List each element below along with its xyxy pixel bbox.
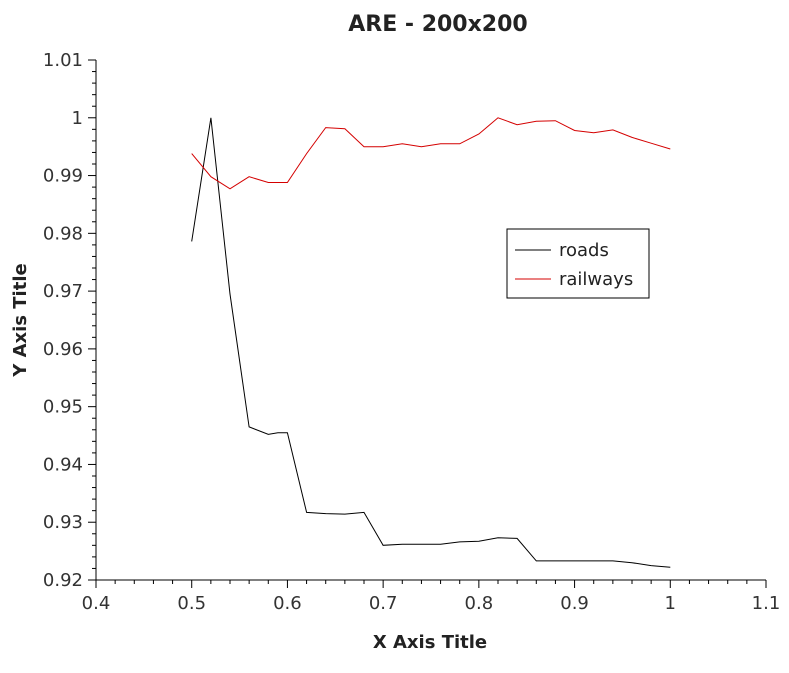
- axes: 0.4 0.5 0.6 0.7 0.8 0.9 1 1.1 0.92 0.93 0.94 0.95 0.…: [43, 50, 780, 614]
- x-tick-label: 0.6: [273, 593, 302, 614]
- y-tick-label: 0.99: [43, 166, 83, 187]
- legend-box: [506, 228, 650, 299]
- legend-label-railways: railways: [559, 269, 633, 290]
- y-tick-label: 0.96: [43, 339, 83, 360]
- chart-title: ARE - 200x200: [348, 12, 527, 37]
- series-line-railways: [191, 117, 671, 190]
- x-tick-label: 0.7: [369, 593, 398, 614]
- legend-label-roads: roads: [559, 240, 609, 261]
- series-line-roads: [191, 117, 671, 568]
- x-tick-label: 1: [665, 593, 676, 614]
- y-tick-label: 0.97: [43, 281, 83, 302]
- y-tick-label: 1: [72, 108, 83, 129]
- y-tick-label: 0.92: [43, 570, 83, 591]
- y-tick-label: 0.93: [43, 512, 83, 533]
- x-tick-label: 0.5: [177, 593, 206, 614]
- x-tick-label: 1.1: [752, 593, 781, 614]
- y-tick-label: 0.94: [43, 454, 83, 475]
- x-tick-label: 0.9: [560, 593, 589, 614]
- legend: roads railways: [506, 228, 650, 299]
- x-axis-title: X Axis Title: [373, 632, 487, 653]
- x-tick-label: 0.4: [82, 593, 111, 614]
- x-tick-label: 0.8: [465, 593, 494, 614]
- y-tick-label: 0.98: [43, 223, 83, 244]
- y-tick-label: 1.01: [43, 50, 83, 71]
- y-axis-title: Y Axis Title: [10, 263, 31, 377]
- y-tick-label: 0.95: [43, 397, 83, 418]
- plot-area: [191, 117, 671, 568]
